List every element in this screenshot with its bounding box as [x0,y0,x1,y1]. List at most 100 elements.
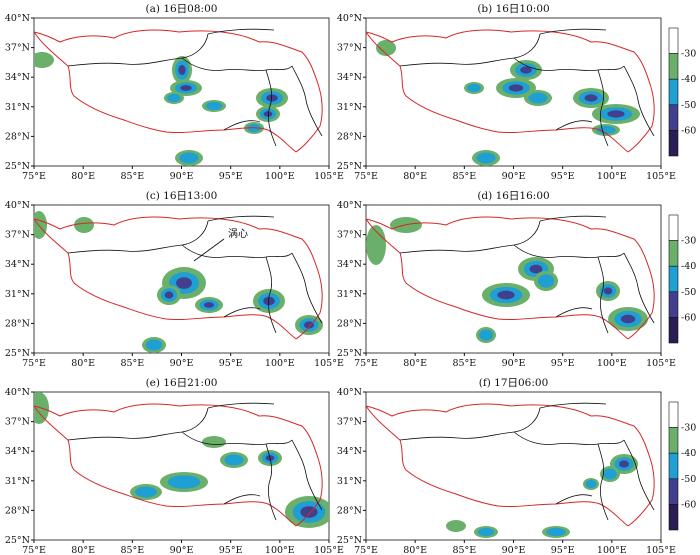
cloud-cell [508,84,524,92]
y-tick-label: 28°N [337,318,362,329]
cloud-cell [529,264,543,274]
x-tick-label: 95°E [219,358,243,369]
cloud-cell [176,277,192,289]
cloud-cell [303,321,315,329]
y-tick-label: 37°N [5,43,30,54]
colorbar-label: -30 [681,236,696,247]
cloud-cell [135,486,157,498]
cloud-cell [167,93,181,103]
x-tick-label: 90°E [502,358,526,369]
colorbar-segment [668,427,679,454]
y-tick-label: 37°N [5,417,30,428]
colorbar: -30 -40 -50 -60 [668,401,696,531]
cloud-top-field [446,454,638,538]
y-tick-label: 37°N [337,43,362,54]
colorbar-label: -30 [681,49,696,60]
x-tick-label: 105°E [646,171,676,182]
y-tick-label: 34°N [337,446,362,457]
cloud-top-field [376,40,640,166]
cloud-cell [179,152,199,164]
x-tick-label: 75°E [354,171,378,182]
y-tick-label: 37°N [337,230,362,241]
x-tick-label: 95°E [219,171,243,182]
map-panel-c: (c) 16日13:00 75°E 80°E 85°E 90°E 95°E 100°E 105… [5,190,344,369]
cloud-cell [603,287,613,295]
colorbar-label: -40 [681,448,696,459]
x-tick-label: 80°E [403,171,427,182]
x-tick-label: 95°E [551,358,575,369]
x-tick-label: 95°E [219,545,243,555]
x-tick-label: 80°E [403,358,427,369]
y-tick-label: 25°N [337,535,362,546]
y-tick-label: 25°N [337,348,362,359]
colorbar-label: -60 [681,312,696,323]
cloud-cell [263,111,273,117]
y-tick-label: 28°N [5,318,30,329]
x-tick-label: 105°E [314,358,344,369]
cloud-cell [266,94,278,102]
x-tick-label: 90°E [502,171,526,182]
cloud-cell [202,436,226,448]
y-tick-label: 34°N [5,446,30,457]
y-tick-label: 40°N [337,200,362,211]
x-tick-label: 105°E [314,171,344,182]
cloud-cell [603,468,617,480]
y-tick-label: 25°N [5,348,30,359]
x-tick-label: 75°E [22,171,46,182]
cloud-cell [224,454,244,466]
y-tick-label: 28°N [5,131,30,142]
x-tick-label: 85°E [120,171,144,182]
cloud-cell [528,92,548,104]
colorbar-segment [668,478,679,505]
cloud-cell [376,40,396,56]
map-frame [33,391,330,541]
y-tick-label: 31°N [5,476,30,487]
x-tick-label: 80°E [71,358,95,369]
cloud-top-field [34,392,329,528]
colorbar-label: -30 [681,423,696,434]
colorbar-label: -50 [681,100,696,111]
colorbar: -30 -40 -50 -60 [668,214,696,344]
map-panel-d: (d) 16日16:00 75°E 80°E 85°E 90°E 95°E 100°E 105… [337,190,676,369]
x-tick-label: 75°E [22,358,46,369]
panel-title: (b) 16日10:00 [477,3,549,15]
colorbar-label: -50 [681,474,696,485]
x-tick-label: 85°E [452,358,476,369]
y-tick-label: 40°N [337,387,362,398]
colorbar-label: -60 [681,125,696,136]
x-tick-label: 100°E [265,358,295,369]
x-tick-label: 95°E [551,171,575,182]
cloud-cell [164,291,174,299]
colorbar-segment [668,240,679,267]
x-tick-label: 100°E [597,171,627,182]
y-tick-label: 40°N [5,13,30,24]
colorbar-segment [668,265,679,293]
panel-title: (e) 16日21:00 [146,377,218,389]
cloud-cell [205,101,223,111]
map-panel-a: (a) 16日08:00 75°E 80°E 85°E 90°E 95°E 100°E 105… [5,3,344,182]
x-tick-label: 75°E [354,545,378,555]
cloud-cell [584,94,598,102]
y-tick-label: 28°N [337,505,362,516]
cloud-top-field [34,52,288,166]
y-tick-label: 37°N [5,230,30,241]
panel-title: (c) 16日13:00 [146,190,218,202]
y-tick-label: 31°N [5,102,30,113]
y-tick-label: 40°N [337,13,362,24]
y-tick-label: 31°N [337,476,362,487]
y-tick-label: 34°N [337,259,362,270]
cloud-cell [34,392,49,424]
colorbar-segment [668,317,679,344]
x-tick-label: 105°E [314,545,344,555]
cloud-cell [167,475,201,489]
x-tick-label: 100°E [265,545,295,555]
map-panel-e: (e) 16日21:00 75°E 80°E 85°E 90°E 95°E 100°E 105… [5,377,344,555]
cloud-cell [300,506,318,518]
colorbar-segment [668,214,679,241]
panel-title: (d) 16日16:00 [477,190,549,202]
x-tick-label: 100°E [597,358,627,369]
y-tick-label: 25°N [337,161,362,172]
x-tick-label: 80°E [71,545,95,555]
x-tick-label: 85°E [452,545,476,555]
cloud-cell [446,520,466,532]
